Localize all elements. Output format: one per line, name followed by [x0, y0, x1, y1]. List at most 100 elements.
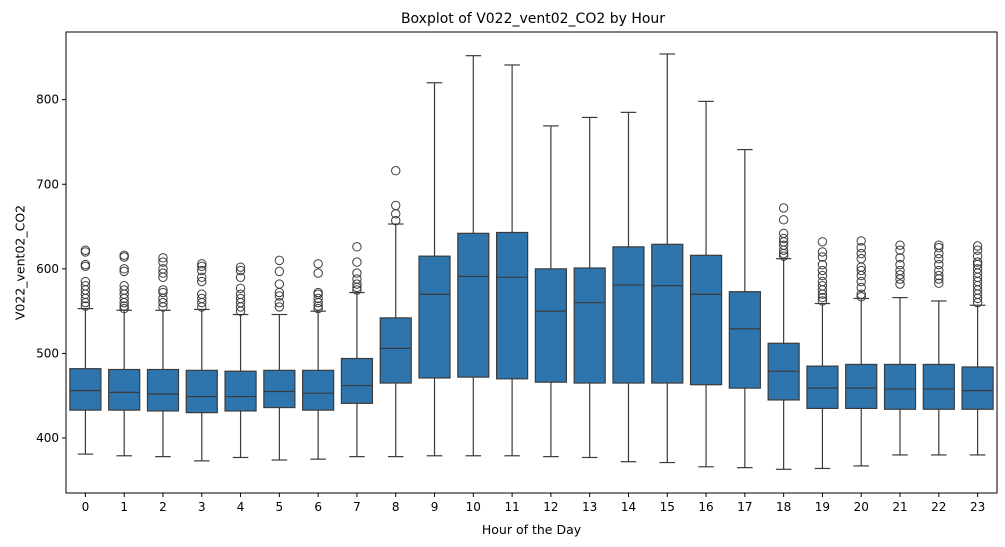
box-group-hour-4 [224, 262, 257, 459]
box-iqr [340, 357, 374, 404]
box-iqr [69, 368, 102, 411]
x-tick-label: 2 [159, 500, 167, 514]
outlier-point [895, 240, 905, 250]
x-tick-label: 7 [353, 500, 361, 514]
outlier-point [197, 276, 207, 287]
outlier-point [313, 303, 323, 314]
box-iqr [263, 369, 296, 409]
outlier-point [352, 279, 362, 289]
outlier-point [934, 259, 944, 270]
outlier-point [119, 264, 129, 274]
outlier-point [352, 257, 362, 267]
outlier-point [856, 292, 866, 302]
outlier-point [119, 281, 129, 291]
box-iqr [728, 291, 761, 389]
box-iqr [612, 246, 645, 384]
outlier-point [158, 287, 168, 298]
box-group-hour-5 [263, 255, 296, 461]
chart-title: Boxplot of V022_vent02_CO2 by Hour [401, 11, 665, 27]
outlier-point [778, 228, 789, 239]
outlier-point [391, 200, 401, 211]
outlier-point [817, 252, 828, 262]
outlier-point [274, 302, 285, 312]
box-group-hour-11 [495, 64, 529, 457]
outlier-point [197, 272, 207, 283]
box-iqr [806, 365, 839, 410]
box-iqr [534, 268, 568, 383]
outlier-point [778, 215, 789, 225]
outlier-point [895, 279, 905, 289]
box-group-hour-19 [806, 237, 839, 470]
box-group-hour-9 [418, 82, 451, 457]
outlier-point [313, 268, 323, 278]
outlier-point [934, 253, 944, 264]
outlier-point [119, 285, 129, 295]
box-group-hour-0 [69, 245, 102, 455]
box-iqr [573, 267, 606, 384]
outlier-point [391, 215, 401, 226]
outlier-point [817, 265, 828, 276]
box-iqr [108, 368, 141, 411]
outlier-point [197, 261, 207, 272]
outlier-point [934, 240, 944, 250]
outlier-point [856, 282, 866, 293]
outlier-point [235, 283, 246, 293]
outlier-point [934, 270, 944, 281]
y-tick-label: 800 [36, 93, 59, 107]
outlier-point [778, 251, 789, 261]
outlier-point [158, 297, 168, 308]
outlier-point [778, 240, 789, 250]
outlier-point [778, 233, 789, 244]
box-iqr [185, 369, 218, 414]
outlier-point [895, 253, 905, 263]
box-iqr [302, 369, 335, 411]
box-group-hour-16 [689, 100, 723, 468]
outlier-point [856, 276, 866, 287]
x-tick-label: 20 [854, 500, 869, 514]
box-group-hour-12 [534, 125, 568, 458]
outlier-point [856, 248, 866, 259]
box-iqr [224, 370, 257, 412]
outlier-point [197, 265, 207, 276]
outlier-point [817, 276, 828, 287]
x-tick-label: 11 [504, 500, 519, 514]
outlier-point [274, 266, 285, 277]
box-iqr [379, 317, 412, 384]
outlier-point [274, 297, 285, 308]
outlier-point [817, 296, 828, 306]
x-tick-label: 16 [698, 500, 713, 514]
box-group-hour-18 [767, 203, 800, 470]
box-group-hour-15 [651, 53, 684, 464]
outlier-point [80, 281, 91, 291]
x-tick-label: 12 [543, 500, 558, 514]
outlier-point [778, 203, 789, 213]
outlier-point [817, 292, 828, 303]
box-iqr [457, 232, 490, 378]
outlier-point [856, 242, 866, 253]
x-tick-label: 14 [621, 500, 636, 514]
x-tick-label: 6 [314, 500, 322, 514]
outlier-point [856, 253, 866, 264]
outlier-point [313, 259, 323, 269]
box-group-hour-14 [612, 111, 645, 463]
outlier-point [972, 251, 983, 261]
outlier-point [352, 268, 362, 278]
outlier-point [856, 270, 866, 281]
outlier-point [934, 265, 944, 276]
box-group-hour-6 [302, 259, 335, 460]
outlier-point [158, 264, 168, 274]
outlier-point [972, 245, 983, 255]
outlier-point [856, 289, 866, 299]
outlier-point [856, 236, 866, 246]
box-group-hour-2 [146, 253, 180, 458]
y-axis-title: V022_vent02_CO2 [12, 205, 27, 320]
box-group-hour-3 [185, 259, 218, 462]
outlier-point [158, 257, 168, 267]
outlier-point [895, 245, 905, 255]
box-group-hour-17 [728, 148, 761, 469]
x-tick-label: 1 [120, 500, 128, 514]
box-group-hour-22 [922, 240, 955, 456]
x-tick-label: 5 [276, 500, 284, 514]
outlier-point [235, 265, 246, 276]
x-tick-label: 0 [82, 500, 90, 514]
